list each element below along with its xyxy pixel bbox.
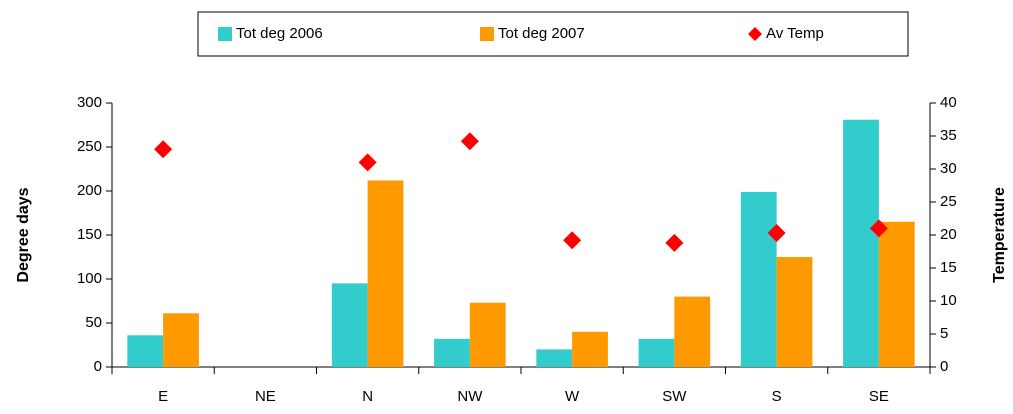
x-tick-label: S	[772, 388, 782, 405]
bar	[674, 296, 711, 367]
legend-label: Tot deg 2006	[236, 25, 323, 42]
y-tick-label: 50	[85, 314, 102, 331]
y2-tick-label: 40	[940, 94, 957, 111]
y-tick-label: 250	[77, 138, 102, 155]
x-tick-label: W	[565, 388, 580, 405]
marker	[563, 231, 582, 250]
bar	[638, 338, 675, 367]
x-tick-label: SE	[869, 388, 889, 405]
bar	[469, 302, 506, 367]
x-tick-label: NE	[255, 388, 276, 405]
bar	[776, 257, 813, 367]
marker	[767, 224, 786, 243]
marker	[665, 233, 684, 252]
y2-tick-label: 30	[940, 160, 957, 177]
legend-marker	[748, 27, 762, 41]
x-tick-label: N	[362, 388, 373, 405]
y-axis-label: Degree days	[15, 187, 32, 282]
y-tick-label: 0	[94, 358, 102, 375]
bar	[331, 283, 368, 367]
x-tick-label: E	[158, 388, 168, 405]
bar	[740, 191, 777, 367]
legend-label: Tot deg 2007	[498, 25, 585, 42]
bar	[163, 313, 199, 367]
y2-axis-label: Temperature	[991, 187, 1008, 283]
y2-tick-label: 0	[940, 358, 948, 375]
legend-box	[197, 11, 909, 57]
bar	[878, 221, 915, 367]
legend-label: Av Temp	[766, 25, 824, 42]
bar	[536, 349, 573, 367]
marker	[154, 140, 173, 159]
x-tick-label: NW	[457, 388, 483, 405]
marker	[869, 219, 888, 238]
y-tick-label: 100	[77, 270, 102, 287]
x-tick-label: SW	[662, 388, 687, 405]
bar	[367, 180, 404, 367]
marker	[358, 153, 377, 172]
y-tick-label: 300	[77, 94, 102, 111]
y2-tick-label: 15	[940, 259, 957, 276]
bar	[434, 338, 470, 367]
bar	[843, 119, 879, 367]
y2-tick-label: 20	[940, 226, 957, 243]
bar	[572, 331, 608, 367]
marker	[460, 132, 479, 151]
y2-tick-label: 35	[940, 127, 957, 144]
y-tick-label: 150	[77, 226, 102, 243]
legend-swatch	[218, 27, 232, 41]
y-tick-label: 200	[77, 182, 102, 199]
y2-tick-label: 5	[940, 325, 948, 342]
y2-tick-label: 10	[940, 292, 957, 309]
bar	[127, 335, 164, 367]
y2-tick-label: 25	[940, 193, 957, 210]
legend-swatch	[480, 27, 494, 41]
